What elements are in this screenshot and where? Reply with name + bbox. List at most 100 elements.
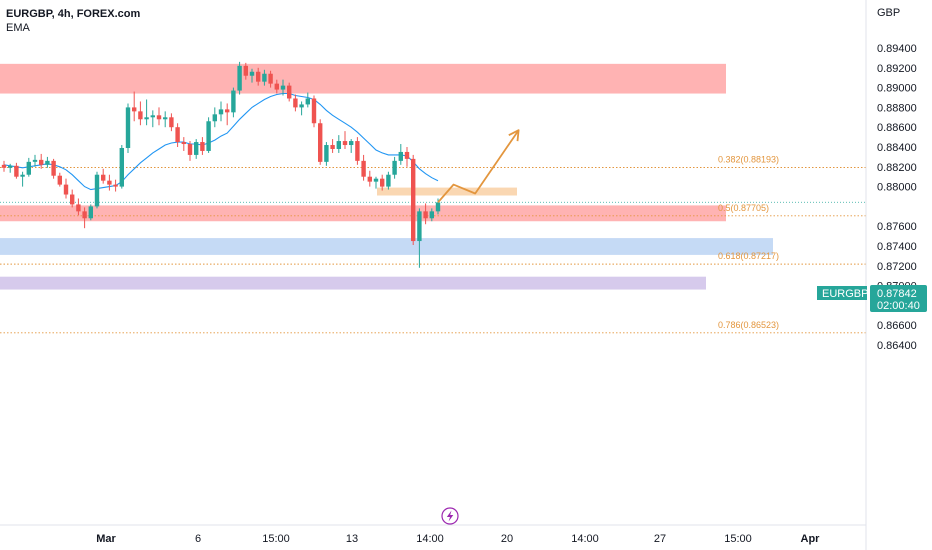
price-tag-price: 0.87842 — [877, 288, 917, 300]
time-tick-label: Mar — [96, 533, 116, 545]
candle-body — [392, 160, 397, 175]
candle — [429, 208, 434, 222]
candle — [318, 119, 323, 165]
candle — [113, 179, 118, 192]
price-tick-label: 0.88400 — [877, 142, 917, 154]
candle — [88, 204, 93, 221]
candle — [194, 139, 199, 159]
candle-body — [423, 211, 428, 219]
lightning-icon[interactable] — [441, 507, 459, 525]
candle-body — [417, 211, 422, 242]
candle — [76, 198, 81, 216]
candle — [101, 168, 106, 184]
candle — [200, 137, 205, 155]
candle — [256, 67, 261, 86]
candle — [57, 172, 62, 187]
supply-zone-0 — [0, 63, 726, 94]
symbol-title[interactable]: EURGBP, 4h, FOREX.com — [6, 8, 141, 20]
candlesticks — [1, 61, 441, 268]
fib-label-1: 0.5(0.87705) — [718, 203, 769, 213]
candle-body — [113, 184, 118, 187]
price-tick-label: 0.87600 — [877, 221, 917, 233]
candle-body — [330, 145, 335, 149]
price-tick-label: 0.89400 — [877, 43, 917, 55]
candle — [398, 144, 403, 165]
supply-zone-1 — [0, 205, 726, 222]
candle — [268, 70, 273, 88]
candle — [225, 103, 230, 126]
candle-body — [150, 115, 155, 118]
candle-body — [45, 160, 50, 165]
candle-body — [256, 71, 261, 82]
candle — [8, 163, 13, 173]
candle-body — [107, 180, 112, 185]
projection-path — [437, 129, 520, 203]
candle-body — [119, 147, 124, 187]
candle-body — [76, 204, 81, 212]
candle — [305, 92, 310, 108]
fibonacci-levels: 0.382(0.88193) 0.5(0.87705) 0.618(0.87217)… — [0, 154, 866, 334]
candle-body — [243, 65, 248, 76]
demand-purple-zone-3 — [0, 276, 706, 290]
candle-body — [367, 176, 372, 182]
candle — [119, 145, 124, 189]
price-tag-value-box — [870, 285, 927, 312]
price-tick-label: 0.89200 — [877, 63, 917, 75]
time-tick-label: 13 — [346, 533, 358, 545]
ema-polyline — [3, 92, 439, 191]
candle-body — [206, 121, 211, 151]
candle-body — [237, 65, 242, 91]
candle-body — [57, 175, 62, 185]
candle-body — [280, 85, 286, 90]
fib-label-0: 0.382(0.88193) — [718, 154, 779, 164]
candle — [411, 154, 416, 246]
candle-body — [361, 160, 366, 177]
candle-body — [268, 73, 273, 84]
candle-body — [324, 145, 329, 162]
candle — [330, 139, 335, 153]
indicator-label[interactable]: EMA — [6, 22, 30, 34]
candle — [14, 162, 19, 179]
candle-body — [14, 165, 19, 177]
candle — [150, 110, 155, 128]
candle-body — [305, 98, 310, 105]
candle-body — [435, 202, 441, 212]
candle — [380, 174, 385, 191]
time-tick-label: 15:00 — [262, 533, 290, 545]
candle — [187, 141, 193, 161]
candle — [324, 142, 329, 166]
candle — [274, 79, 279, 94]
candle — [163, 111, 168, 128]
price-tick-label: 0.88800 — [877, 102, 917, 114]
candle — [107, 174, 112, 191]
time-tick-label: Apr — [801, 533, 821, 545]
candle-body — [51, 160, 56, 176]
chart-legend: EURGBP, 4h, FOREX.com EMA — [6, 7, 140, 35]
time-tick-label: 27 — [654, 533, 666, 545]
candle-body — [262, 73, 267, 82]
candle — [361, 154, 366, 181]
candle — [132, 91, 137, 122]
candle — [51, 158, 56, 179]
candle — [311, 95, 317, 128]
candle — [156, 107, 162, 126]
projection-arrowhead — [508, 129, 520, 142]
fib-label-2: 0.618(0.87217) — [718, 251, 779, 261]
candle — [243, 62, 248, 80]
candle — [342, 131, 348, 149]
time-tick-label: 15:00 — [724, 533, 752, 545]
price-tick-label: 0.89000 — [877, 83, 917, 95]
candle-body — [194, 142, 199, 155]
candle-body — [8, 165, 13, 168]
candle-body — [175, 127, 180, 143]
price-tick-label: 0.86400 — [877, 340, 917, 352]
price-tick-label: 0.86600 — [877, 320, 917, 332]
time-axis[interactable]: Mar 6 15:00 13 14:00 20 14:00 27 15:00 Apr — [96, 533, 820, 545]
candle-body — [169, 117, 174, 128]
candle-body — [274, 83, 279, 90]
candle — [94, 171, 100, 209]
price-axis-currency: GBP — [877, 7, 900, 19]
candle-body — [293, 98, 298, 108]
candle — [280, 79, 286, 96]
